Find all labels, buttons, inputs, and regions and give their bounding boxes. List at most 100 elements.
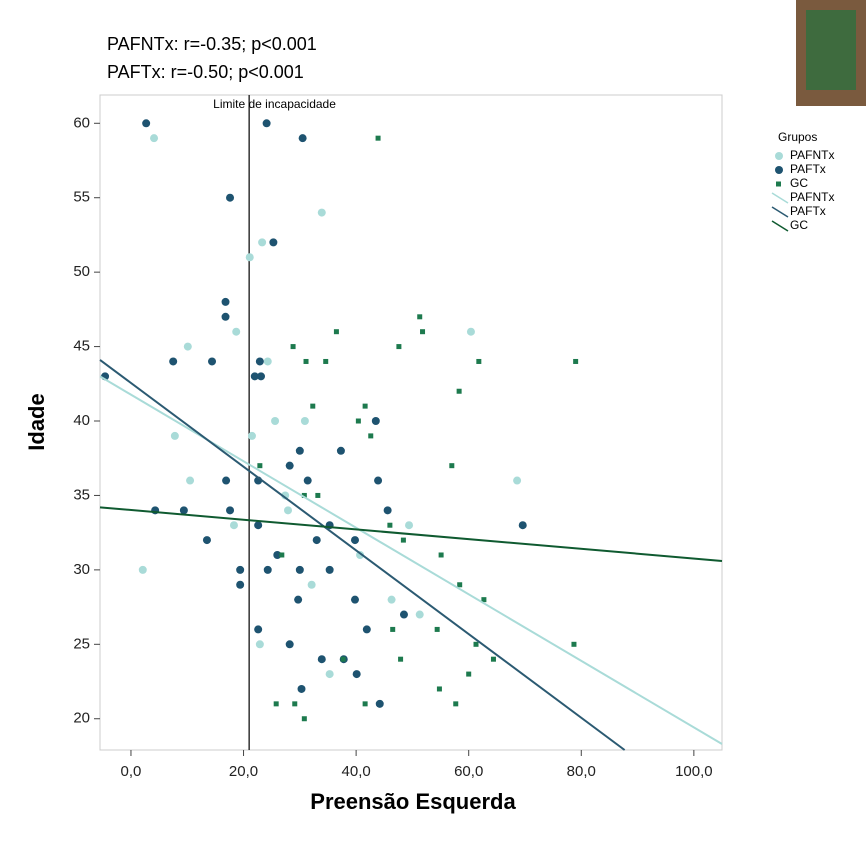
- point: [350, 595, 359, 604]
- point: [255, 640, 264, 649]
- x-tick-label: 20,0: [229, 763, 258, 780]
- point: [415, 610, 424, 619]
- legend-symbol: [771, 220, 789, 232]
- x-tick-label: 0,0: [121, 763, 142, 780]
- point: [350, 536, 359, 545]
- point: [226, 193, 235, 202]
- point: [336, 446, 345, 455]
- legend-label: GC: [790, 218, 808, 232]
- point: [310, 403, 316, 409]
- point: [513, 476, 522, 485]
- y-tick-label: 50: [73, 263, 90, 280]
- point: [362, 625, 371, 634]
- point: [273, 701, 279, 707]
- point: [256, 372, 265, 381]
- fit-line: [99, 359, 626, 751]
- point: [254, 521, 263, 530]
- legend-symbol: [771, 192, 789, 204]
- point: [186, 476, 195, 485]
- point: [295, 446, 304, 455]
- point: [362, 403, 368, 409]
- point: [383, 506, 392, 515]
- point: [317, 208, 326, 217]
- point: [255, 357, 264, 366]
- legend-label: GC: [790, 176, 808, 190]
- legend-label: PAFTx: [790, 162, 826, 176]
- point: [312, 536, 321, 545]
- point: [481, 597, 487, 603]
- point: [290, 344, 296, 350]
- legend-symbol: [775, 166, 783, 174]
- x-tick-label: 100,0: [675, 763, 713, 780]
- x-tick-label: 60,0: [454, 763, 483, 780]
- point: [263, 565, 272, 574]
- point: [398, 656, 404, 662]
- point: [284, 506, 293, 515]
- x-tick-label: 40,0: [342, 763, 371, 780]
- legend-title: Grupos: [778, 130, 817, 144]
- y-tick-label: 25: [73, 635, 90, 652]
- point: [279, 552, 285, 558]
- y-axis-title: Idade: [24, 393, 49, 450]
- fit-line: [99, 375, 723, 745]
- point: [323, 358, 329, 364]
- point: [371, 417, 380, 426]
- point: [476, 358, 482, 364]
- point: [333, 329, 339, 335]
- point: [518, 521, 527, 530]
- point: [258, 238, 267, 247]
- point: [300, 417, 309, 426]
- point: [298, 134, 307, 143]
- point: [399, 610, 408, 619]
- point: [315, 492, 321, 498]
- y-tick-label: 55: [73, 189, 90, 206]
- point: [449, 463, 455, 469]
- legend-symbol: [776, 181, 781, 187]
- point: [387, 595, 396, 604]
- annotation: PAFNTx: r=-0.35; p<0.001: [107, 34, 317, 54]
- point: [368, 433, 374, 439]
- point: [292, 701, 298, 707]
- legend-symbol: [771, 206, 789, 218]
- point: [221, 312, 230, 321]
- point: [285, 640, 294, 649]
- point: [202, 536, 211, 545]
- point: [170, 431, 179, 440]
- photo-shirt: [806, 10, 856, 90]
- point: [453, 701, 459, 707]
- point: [362, 701, 368, 707]
- point: [294, 595, 303, 604]
- point: [307, 580, 316, 589]
- y-tick-label: 30: [73, 561, 90, 578]
- point: [317, 655, 326, 664]
- point: [303, 358, 309, 364]
- point: [301, 716, 307, 722]
- point: [303, 476, 312, 485]
- point: [236, 580, 245, 589]
- point: [297, 684, 306, 693]
- point: [221, 297, 230, 306]
- point: [390, 626, 396, 632]
- point: [400, 537, 406, 543]
- point: [473, 641, 479, 647]
- point: [250, 372, 259, 381]
- point: [420, 329, 426, 335]
- point: [271, 417, 280, 426]
- point: [262, 119, 271, 128]
- point: [269, 238, 278, 247]
- point: [301, 492, 307, 498]
- point: [387, 522, 393, 528]
- annotation: PAFTx: r=-0.50; p<0.001: [107, 62, 304, 82]
- point: [375, 135, 381, 141]
- point: [457, 582, 463, 588]
- reference-label: Limite de incapacidade: [213, 97, 336, 111]
- point: [229, 521, 238, 530]
- x-axis-title: Preensão Esquerda: [310, 789, 516, 814]
- point: [375, 699, 384, 708]
- point: [405, 521, 414, 530]
- point: [325, 565, 334, 574]
- point: [490, 656, 496, 662]
- point: [374, 476, 383, 485]
- point: [352, 670, 361, 679]
- point: [222, 476, 231, 485]
